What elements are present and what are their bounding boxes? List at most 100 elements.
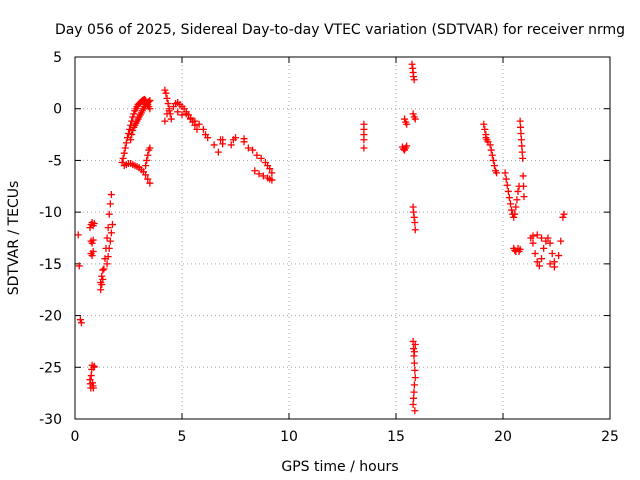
data-point — [268, 176, 276, 184]
data-point — [219, 140, 227, 148]
data-point — [548, 250, 556, 258]
data-point — [97, 278, 105, 286]
data-point — [360, 136, 368, 144]
data-point — [145, 97, 153, 105]
data-point — [161, 117, 169, 125]
data-point — [121, 144, 129, 152]
data-point — [533, 231, 541, 239]
data-point — [513, 196, 521, 204]
data-point — [244, 144, 252, 152]
data-point — [146, 105, 154, 113]
data-point — [510, 213, 518, 221]
data-point — [106, 200, 114, 208]
data-point — [107, 191, 115, 199]
data-point — [546, 260, 554, 268]
data-point — [106, 237, 114, 245]
data-point — [410, 381, 418, 389]
x-tick-label: 15 — [387, 429, 405, 445]
y-axis-label: SDTVAR / TECUs — [6, 181, 22, 296]
data-point — [555, 252, 563, 260]
data-point — [77, 319, 85, 327]
data-point — [519, 172, 527, 180]
data-point — [535, 262, 543, 270]
data-point — [518, 148, 526, 156]
data-point — [540, 244, 548, 252]
data-point — [130, 110, 138, 118]
data-point — [255, 170, 263, 178]
data-point — [538, 255, 546, 263]
data-point — [144, 175, 152, 183]
data-point — [503, 181, 511, 189]
data-point — [89, 236, 97, 244]
data-point — [126, 125, 134, 133]
data-point — [516, 117, 524, 125]
data-point — [550, 263, 558, 271]
data-point — [410, 348, 418, 356]
data-point — [146, 144, 154, 152]
data-point — [119, 154, 127, 162]
data-point — [514, 187, 522, 195]
y-tick-label: 0 — [53, 102, 62, 118]
data-point — [251, 167, 259, 175]
axis-ticks: 0 5 10 15 20 25 -30 -25 -20 -15 -10 -5 0 5 — [39, 50, 619, 445]
data-point — [204, 134, 212, 142]
data-point — [266, 165, 274, 173]
data-point — [410, 359, 418, 367]
data-point — [163, 94, 171, 102]
data-point — [165, 107, 173, 115]
data-point — [490, 162, 498, 170]
data-point — [516, 245, 524, 253]
data-point — [505, 194, 513, 202]
data-point — [409, 401, 417, 409]
data-point — [480, 120, 488, 128]
data-point — [195, 120, 203, 128]
data-point — [531, 250, 539, 258]
data-point — [229, 136, 237, 144]
data-point — [217, 136, 225, 144]
data-point — [125, 130, 132, 138]
data-points — [74, 60, 568, 415]
data-point — [546, 239, 554, 247]
data-point — [360, 144, 368, 152]
data-point — [88, 252, 96, 260]
data-point — [143, 156, 151, 164]
data-point — [259, 172, 267, 180]
data-point — [129, 113, 137, 121]
data-point — [164, 100, 172, 108]
data-point — [129, 126, 137, 134]
data-point — [410, 388, 418, 396]
data-point — [193, 125, 201, 133]
data-point — [105, 244, 113, 252]
data-point — [486, 141, 494, 149]
data-point — [253, 151, 261, 159]
data-point — [214, 148, 222, 156]
data-point — [98, 272, 106, 280]
data-point — [520, 193, 528, 201]
data-point — [178, 111, 186, 119]
data-point — [142, 171, 150, 179]
y-tick-label: -25 — [39, 360, 62, 376]
data-point — [240, 135, 248, 143]
data-point — [512, 203, 520, 211]
data-point — [87, 372, 95, 380]
data-point — [504, 187, 512, 195]
data-point — [411, 407, 419, 415]
data-point — [403, 142, 411, 150]
data-point — [167, 115, 175, 123]
data-point — [174, 108, 182, 116]
y-tick-label: -30 — [39, 412, 62, 428]
data-point — [401, 115, 409, 123]
data-point — [75, 262, 83, 270]
data-point — [529, 232, 537, 240]
data-point — [104, 224, 112, 232]
data-point — [184, 111, 192, 119]
data-point — [529, 239, 537, 247]
data-point — [411, 218, 419, 226]
data-point — [120, 149, 128, 157]
data-point — [506, 200, 514, 208]
x-axis-label: GPS time / hours — [281, 459, 398, 475]
data-point — [488, 151, 496, 159]
data-point — [557, 237, 565, 245]
data-point — [146, 96, 154, 104]
y-tick-label: -10 — [39, 205, 62, 221]
